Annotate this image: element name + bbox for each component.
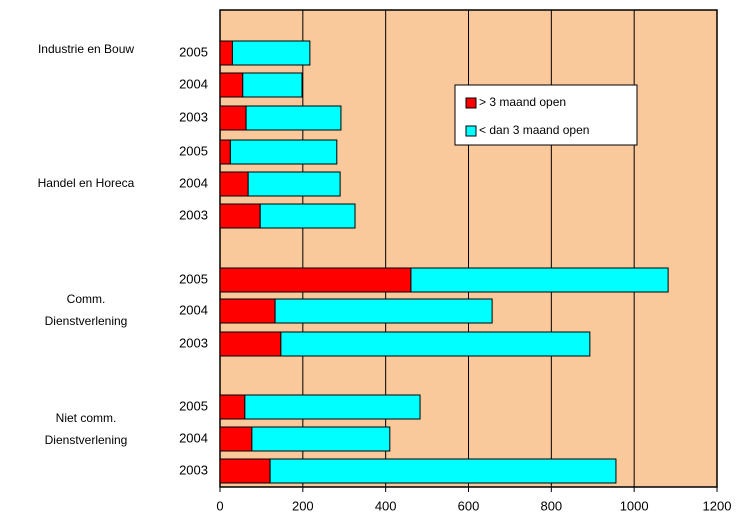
bar-segment (219, 105, 247, 131)
bar-segment (242, 72, 303, 98)
bar-segment (410, 267, 669, 293)
bar-segment (219, 394, 246, 420)
bar-segment (219, 458, 271, 484)
x-tick-label: 1000 (620, 498, 649, 513)
y-tick-label: 2003 (179, 207, 208, 222)
bar-segment (259, 203, 356, 229)
x-tick-label: 800 (540, 498, 562, 513)
group-label: Dienstverlening (45, 314, 128, 328)
bar-segment (219, 267, 412, 293)
y-tick-label: 2005 (179, 398, 208, 413)
y-tick-label: 2004 (179, 302, 208, 317)
bar-segment (245, 105, 342, 131)
bar-segment (280, 331, 591, 357)
bar-segment (251, 426, 391, 452)
bar-segment (274, 298, 493, 324)
bar-segment (244, 394, 421, 420)
y-tick-label: 2005 (179, 44, 208, 59)
y-tick-label: 2003 (179, 335, 208, 350)
x-tick-label: 200 (292, 498, 314, 513)
bar-segment (219, 298, 276, 324)
bar-segment (219, 72, 244, 98)
bar-segment (231, 40, 311, 66)
x-tick-label: 1200 (703, 498, 732, 513)
bar-segment (219, 171, 249, 197)
bar-segment (269, 458, 617, 484)
legend: > 3 maand open < dan 3 maand open (454, 84, 638, 146)
bar-segment (219, 331, 282, 357)
bar-segment (219, 139, 231, 165)
bar-segment (229, 139, 338, 165)
group-label: Handel en Horeca (38, 176, 135, 190)
y-tick-label: 2003 (179, 109, 208, 124)
plot-border (219, 9, 718, 488)
legend-box (454, 84, 638, 146)
x-tick-label: 400 (375, 498, 397, 513)
group-label: Niet comm. (56, 411, 117, 425)
bar-segment (247, 171, 341, 197)
bar-segment (219, 426, 253, 452)
group-label: Comm. (67, 292, 106, 306)
y-tick-label: 2003 (179, 462, 208, 477)
group-label: Industrie en Bouw (38, 42, 134, 56)
y-tick-label: 2004 (179, 430, 208, 445)
group-label: Dienstverlening (45, 433, 128, 447)
y-tick-label: 2005 (179, 271, 208, 286)
legend-label: < dan 3 maand open (479, 123, 589, 137)
bar-segment (219, 40, 233, 66)
y-tick-label: 2005 (179, 143, 208, 158)
legend-label: > 3 maand open (479, 95, 566, 109)
legend-swatch (465, 97, 477, 109)
y-tick-label: 2004 (179, 76, 208, 91)
bar-segment (219, 203, 261, 229)
x-tick-label: 0 (216, 498, 223, 513)
legend-swatch (465, 125, 477, 137)
y-tick-label: 2004 (179, 175, 208, 190)
x-tick-label: 600 (458, 498, 480, 513)
